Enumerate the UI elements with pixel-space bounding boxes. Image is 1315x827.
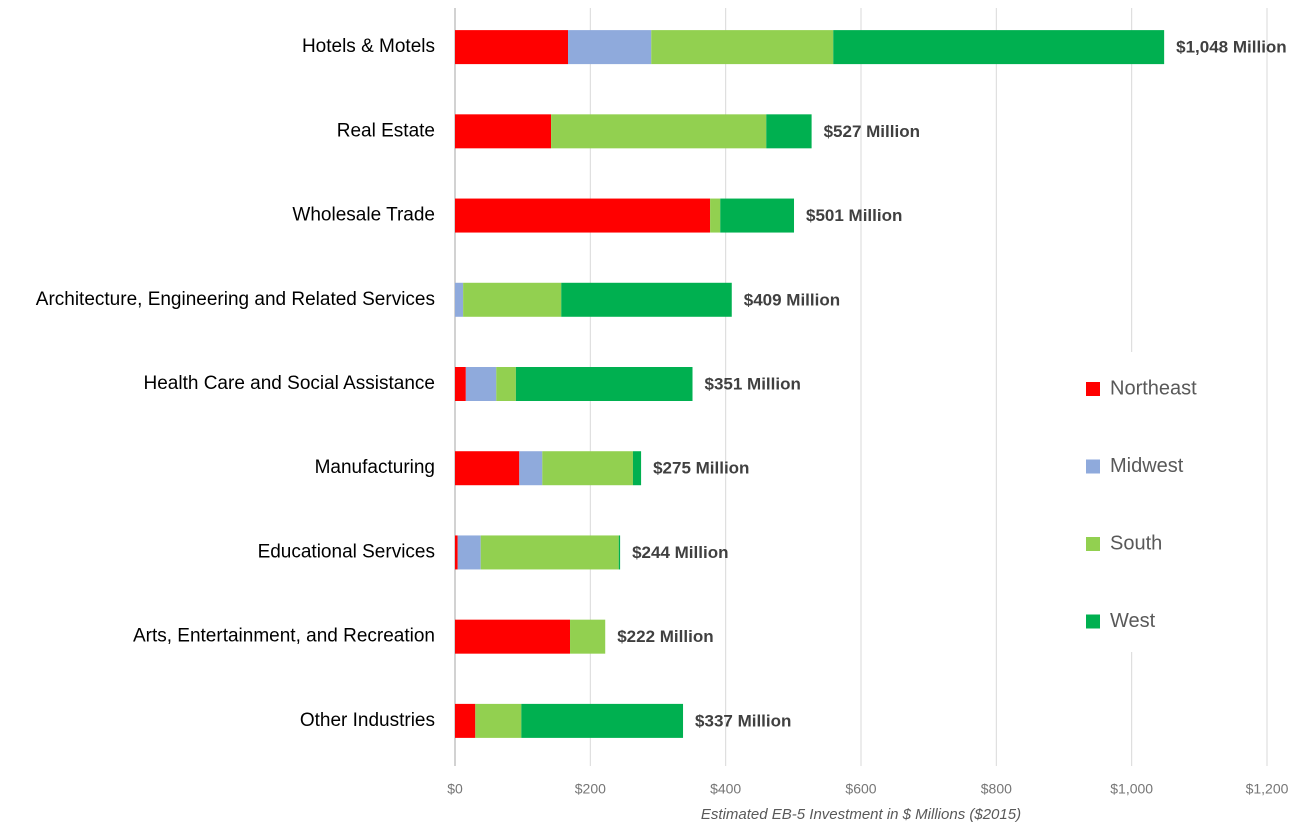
legend-label: West — [1110, 610, 1156, 632]
bar-segment — [455, 114, 552, 149]
bar-segment — [455, 451, 520, 486]
bar-segment — [570, 619, 606, 654]
y-tick-label: Architecture, Engineering and Related Se… — [36, 289, 435, 310]
bar-segment — [551, 114, 767, 149]
bar-segment — [521, 703, 684, 738]
bar-segment — [720, 198, 795, 233]
bar-segment — [455, 535, 458, 570]
bar-segment — [618, 535, 621, 570]
bar-segment — [710, 198, 721, 233]
bar-segment — [463, 282, 562, 317]
y-tick-label: Real Estate — [337, 120, 435, 141]
legend-label: South — [1110, 532, 1162, 554]
legend-label: Northeast — [1110, 377, 1197, 399]
bar-segment — [542, 451, 633, 486]
bar-segment — [455, 367, 466, 401]
x-tick-label: $400 — [710, 781, 741, 797]
y-tick-label: Manufacturing — [315, 457, 435, 478]
x-tick-label: $0 — [447, 781, 463, 797]
x-tick-label: $800 — [981, 781, 1012, 797]
legend-label: Midwest — [1110, 455, 1184, 477]
total-label: $527 Million — [824, 122, 920, 141]
x-tick-label: $1,200 — [1246, 781, 1289, 797]
y-tick-label: Educational Services — [258, 541, 435, 562]
legend-swatch — [1086, 537, 1100, 551]
x-axis-title: Estimated EB-5 Investment in $ Millions … — [701, 806, 1021, 823]
total-label: $244 Million — [632, 543, 728, 562]
bar-segment — [480, 535, 619, 570]
y-tick-label: Other Industries — [300, 710, 435, 731]
total-label: $351 Million — [705, 374, 801, 393]
x-tick-label: $1,000 — [1110, 781, 1153, 797]
legend-swatch — [1086, 459, 1100, 474]
bar-segment — [475, 703, 522, 738]
bar-segment — [766, 114, 812, 149]
y-tick-label: Hotels & Motels — [302, 36, 435, 57]
bar-segment — [496, 367, 516, 401]
bar-segment — [833, 30, 1165, 65]
total-label: $275 Million — [653, 459, 749, 478]
bar-segment — [632, 451, 642, 486]
total-label: $337 Million — [695, 711, 791, 730]
bar-segment — [519, 451, 543, 486]
total-label: $409 Million — [744, 290, 840, 309]
legend-swatch — [1086, 382, 1100, 396]
bar-segment — [455, 282, 464, 317]
bar-segment — [455, 30, 569, 65]
bar-segment — [455, 619, 571, 654]
bar-segment — [457, 535, 481, 570]
bar-segment — [651, 30, 834, 65]
total-label: $222 Million — [617, 627, 713, 646]
bar-segment — [515, 367, 693, 401]
legend-swatch — [1086, 614, 1100, 629]
bar-segment — [561, 282, 732, 317]
x-tick-label: $200 — [575, 781, 606, 797]
y-tick-label: Health Care and Social Assistance — [144, 373, 436, 394]
x-tick-label: $600 — [845, 781, 876, 797]
bar-segment — [455, 198, 711, 233]
legend-box — [1070, 352, 1240, 652]
bar-segment — [455, 703, 476, 738]
bar-segment — [568, 30, 652, 65]
total-label: $1,048 Million — [1176, 38, 1287, 57]
total-label: $501 Million — [806, 206, 902, 225]
bar-segment — [465, 367, 497, 401]
y-tick-label: Wholesale Trade — [292, 205, 435, 226]
y-tick-label: Arts, Entertainment, and Recreation — [133, 626, 435, 647]
